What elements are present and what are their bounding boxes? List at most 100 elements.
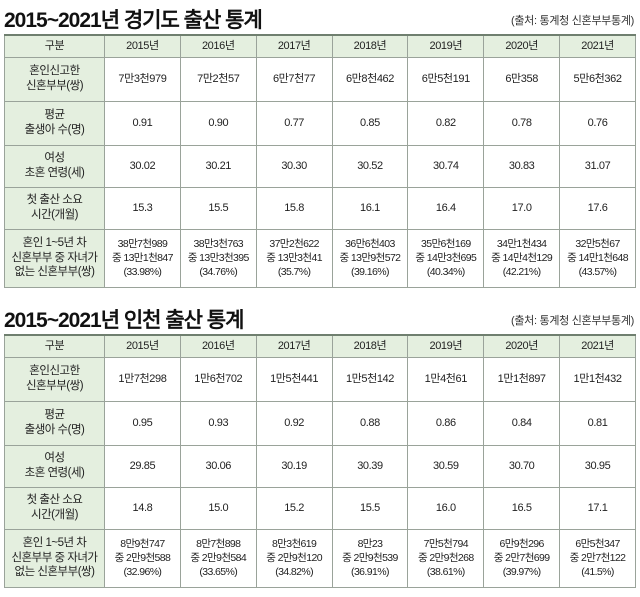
incheon-table: 구분 2015년 2016년 2017년 2018년 2019년 2020년 2… (4, 334, 636, 588)
table-cell: 35만6천169 중 14만3천695 (40.34%) (407, 228, 485, 288)
table-cell: 30.95 (559, 444, 636, 488)
table-cell: 37만2천622 중 13만3천41 (35.7%) (255, 228, 333, 288)
table-cell: 16.1 (331, 186, 409, 230)
table-cell: 1만1천432 (559, 356, 636, 402)
header-cell: 2017년 (255, 334, 333, 358)
header-row: 구분 2015년 2016년 2017년 2018년 2019년 2020년 2… (4, 34, 636, 58)
table-row: 혼인 1~5년 차 신혼부부 중 자녀가 없는 신혼부부(쌍) 8만9천747 중 2… (4, 528, 636, 588)
table-cell: 1만5천441 (255, 356, 333, 402)
table-cell: 30.06 (179, 444, 257, 488)
table-cell: 30.21 (179, 144, 257, 188)
table-cell: 7만5천794 중 2만9천268 (38.61%) (407, 528, 485, 588)
table-cell: 0.92 (255, 400, 333, 446)
table-cell: 30.39 (331, 444, 409, 488)
table-cell: 34만1천434 중 14만4천129 (42.21%) (483, 228, 561, 288)
incheon-title: 2015~2021년 인천 출산 통계 (4, 309, 244, 332)
table-row: 혼인신고한 신혼부부(쌍) 1만7천298 1만6천702 1만5천441 1만5… (4, 356, 636, 402)
table-cell: 0.93 (179, 400, 257, 446)
table-cell: 6만358 (483, 56, 561, 102)
table-row: 여성 초혼 연령(세) 29.85 30.06 30.19 30.39 30.59… (4, 444, 636, 488)
table-cell: 30.74 (407, 144, 485, 188)
header-cell: 2021년 (559, 34, 636, 58)
table-cell: 30.52 (331, 144, 409, 188)
header-cell: 2016년 (179, 334, 257, 358)
table-cell: 1만4천61 (407, 356, 485, 402)
table-cell: 14.8 (104, 486, 181, 530)
table-cell: 0.85 (331, 100, 409, 146)
table-cell: 0.90 (179, 100, 257, 146)
table-cell: 30.30 (255, 144, 333, 188)
table-cell: 8만7천898 중 2만9천584 (33.65%) (179, 528, 257, 588)
header-row: 구분 2015년 2016년 2017년 2018년 2019년 2020년 2… (4, 334, 636, 358)
table-cell: 0.91 (104, 100, 181, 146)
table-cell: 15.5 (179, 186, 257, 230)
table-cell: 0.84 (483, 400, 561, 446)
row-label: 평균 출생아 수(명) (4, 100, 105, 146)
header-cell: 2019년 (407, 34, 485, 58)
table-cell: 1만5천142 (331, 356, 409, 402)
table-cell: 7만3천979 (104, 56, 181, 102)
table-cell: 29.85 (104, 444, 181, 488)
header-cell: 2020년 (483, 34, 561, 58)
table-cell: 32만5천67 중 14만1천648 (43.57%) (559, 228, 636, 288)
incheon-section: 2015~2021년 인천 출산 통계 (출처: 통계청 신혼부부통계) 구분 … (0, 300, 640, 588)
table-cell: 5만6천362 (559, 56, 636, 102)
gyeonggi-section: 2015~2021년 경기도 출산 통계 (출처: 통계청 신혼부부통계) 구분… (0, 0, 640, 288)
table-cell: 0.82 (407, 100, 485, 146)
table-cell: 6만5천191 (407, 56, 485, 102)
table-cell: 17.1 (559, 486, 636, 530)
table-cell: 17.0 (483, 186, 561, 230)
table-cell: 6만7천77 (255, 56, 333, 102)
header-cell: 2015년 (104, 334, 181, 358)
header-cell: 2017년 (255, 34, 333, 58)
table-row: 첫 출산 소요 시간(개월) 14.8 15.0 15.2 15.5 16.0 1… (4, 486, 636, 530)
table-cell: 36만6천403 중 13만9천572 (39.16%) (331, 228, 409, 288)
table-cell: 0.86 (407, 400, 485, 446)
gyeonggi-title: 2015~2021년 경기도 출산 통계 (4, 9, 263, 32)
table-cell: 0.76 (559, 100, 636, 146)
table-cell: 38만7천989 중 13만1천847 (33.98%) (104, 228, 181, 288)
table-cell: 1만1천897 (483, 356, 561, 402)
table-cell: 0.95 (104, 400, 181, 446)
gyeonggi-table: 구분 2015년 2016년 2017년 2018년 2019년 2020년 2… (4, 34, 636, 288)
incheon-source: (출처: 통계청 신혼부부통계) (510, 315, 634, 327)
table-cell: 30.83 (483, 144, 561, 188)
table-cell: 15.2 (255, 486, 333, 530)
table-cell: 6만8천462 (331, 56, 409, 102)
table-cell: 30.70 (483, 444, 561, 488)
table-cell: 1만7천298 (104, 356, 181, 402)
header-cell: 2016년 (179, 34, 257, 58)
table-cell: 7만2천57 (179, 56, 257, 102)
row-label: 혼인 1~5년 차 신혼부부 중 자녀가 없는 신혼부부(쌍) (4, 228, 105, 288)
table-cell: 1만6천702 (179, 356, 257, 402)
table-cell: 6만5천347 중 2만7천122 (41.5%) (559, 528, 636, 588)
table-row: 여성 초혼 연령(세) 30.02 30.21 30.30 30.52 30.74… (4, 144, 636, 188)
row-label: 혼인신고한 신혼부부(쌍) (4, 356, 105, 402)
table-cell: 16.0 (407, 486, 485, 530)
table-row: 평균 출생아 수(명) 0.91 0.90 0.77 0.85 0.82 0.78… (4, 100, 636, 146)
header-cell: 2020년 (483, 334, 561, 358)
table-cell: 17.6 (559, 186, 636, 230)
table-cell: 15.8 (255, 186, 333, 230)
table-cell: 30.59 (407, 444, 485, 488)
row-label: 평균 출생아 수(명) (4, 400, 105, 446)
header-cell: 2015년 (104, 34, 181, 58)
table-cell: 0.77 (255, 100, 333, 146)
table-cell: 30.19 (255, 444, 333, 488)
table-cell: 30.02 (104, 144, 181, 188)
table-cell: 8만9천747 중 2만9천588 (32.96%) (104, 528, 181, 588)
table-cell: 31.07 (559, 144, 636, 188)
table-cell: 16.4 (407, 186, 485, 230)
table-row: 첫 출산 소요 시간(개월) 15.3 15.5 15.8 16.1 16.4 1… (4, 186, 636, 230)
table-cell: 0.88 (331, 400, 409, 446)
table-row: 혼인신고한 신혼부부(쌍) 7만3천979 7만2천57 6만7천77 6만8천4… (4, 56, 636, 102)
header-cell: 2018년 (331, 34, 409, 58)
row-label: 여성 초혼 연령(세) (4, 144, 105, 188)
row-label: 첫 출산 소요 시간(개월) (4, 186, 105, 230)
table-row: 평균 출생아 수(명) 0.95 0.93 0.92 0.88 0.86 0.84… (4, 400, 636, 446)
row-label: 첫 출산 소요 시간(개월) (4, 486, 105, 530)
table-cell: 38만3천763 중 13만3천395 (34.76%) (179, 228, 257, 288)
row-label: 혼인 1~5년 차 신혼부부 중 자녀가 없는 신혼부부(쌍) (4, 528, 105, 588)
table-cell: 6만9천296 중 2만7천699 (39.97%) (483, 528, 561, 588)
row-label: 혼인신고한 신혼부부(쌍) (4, 56, 105, 102)
